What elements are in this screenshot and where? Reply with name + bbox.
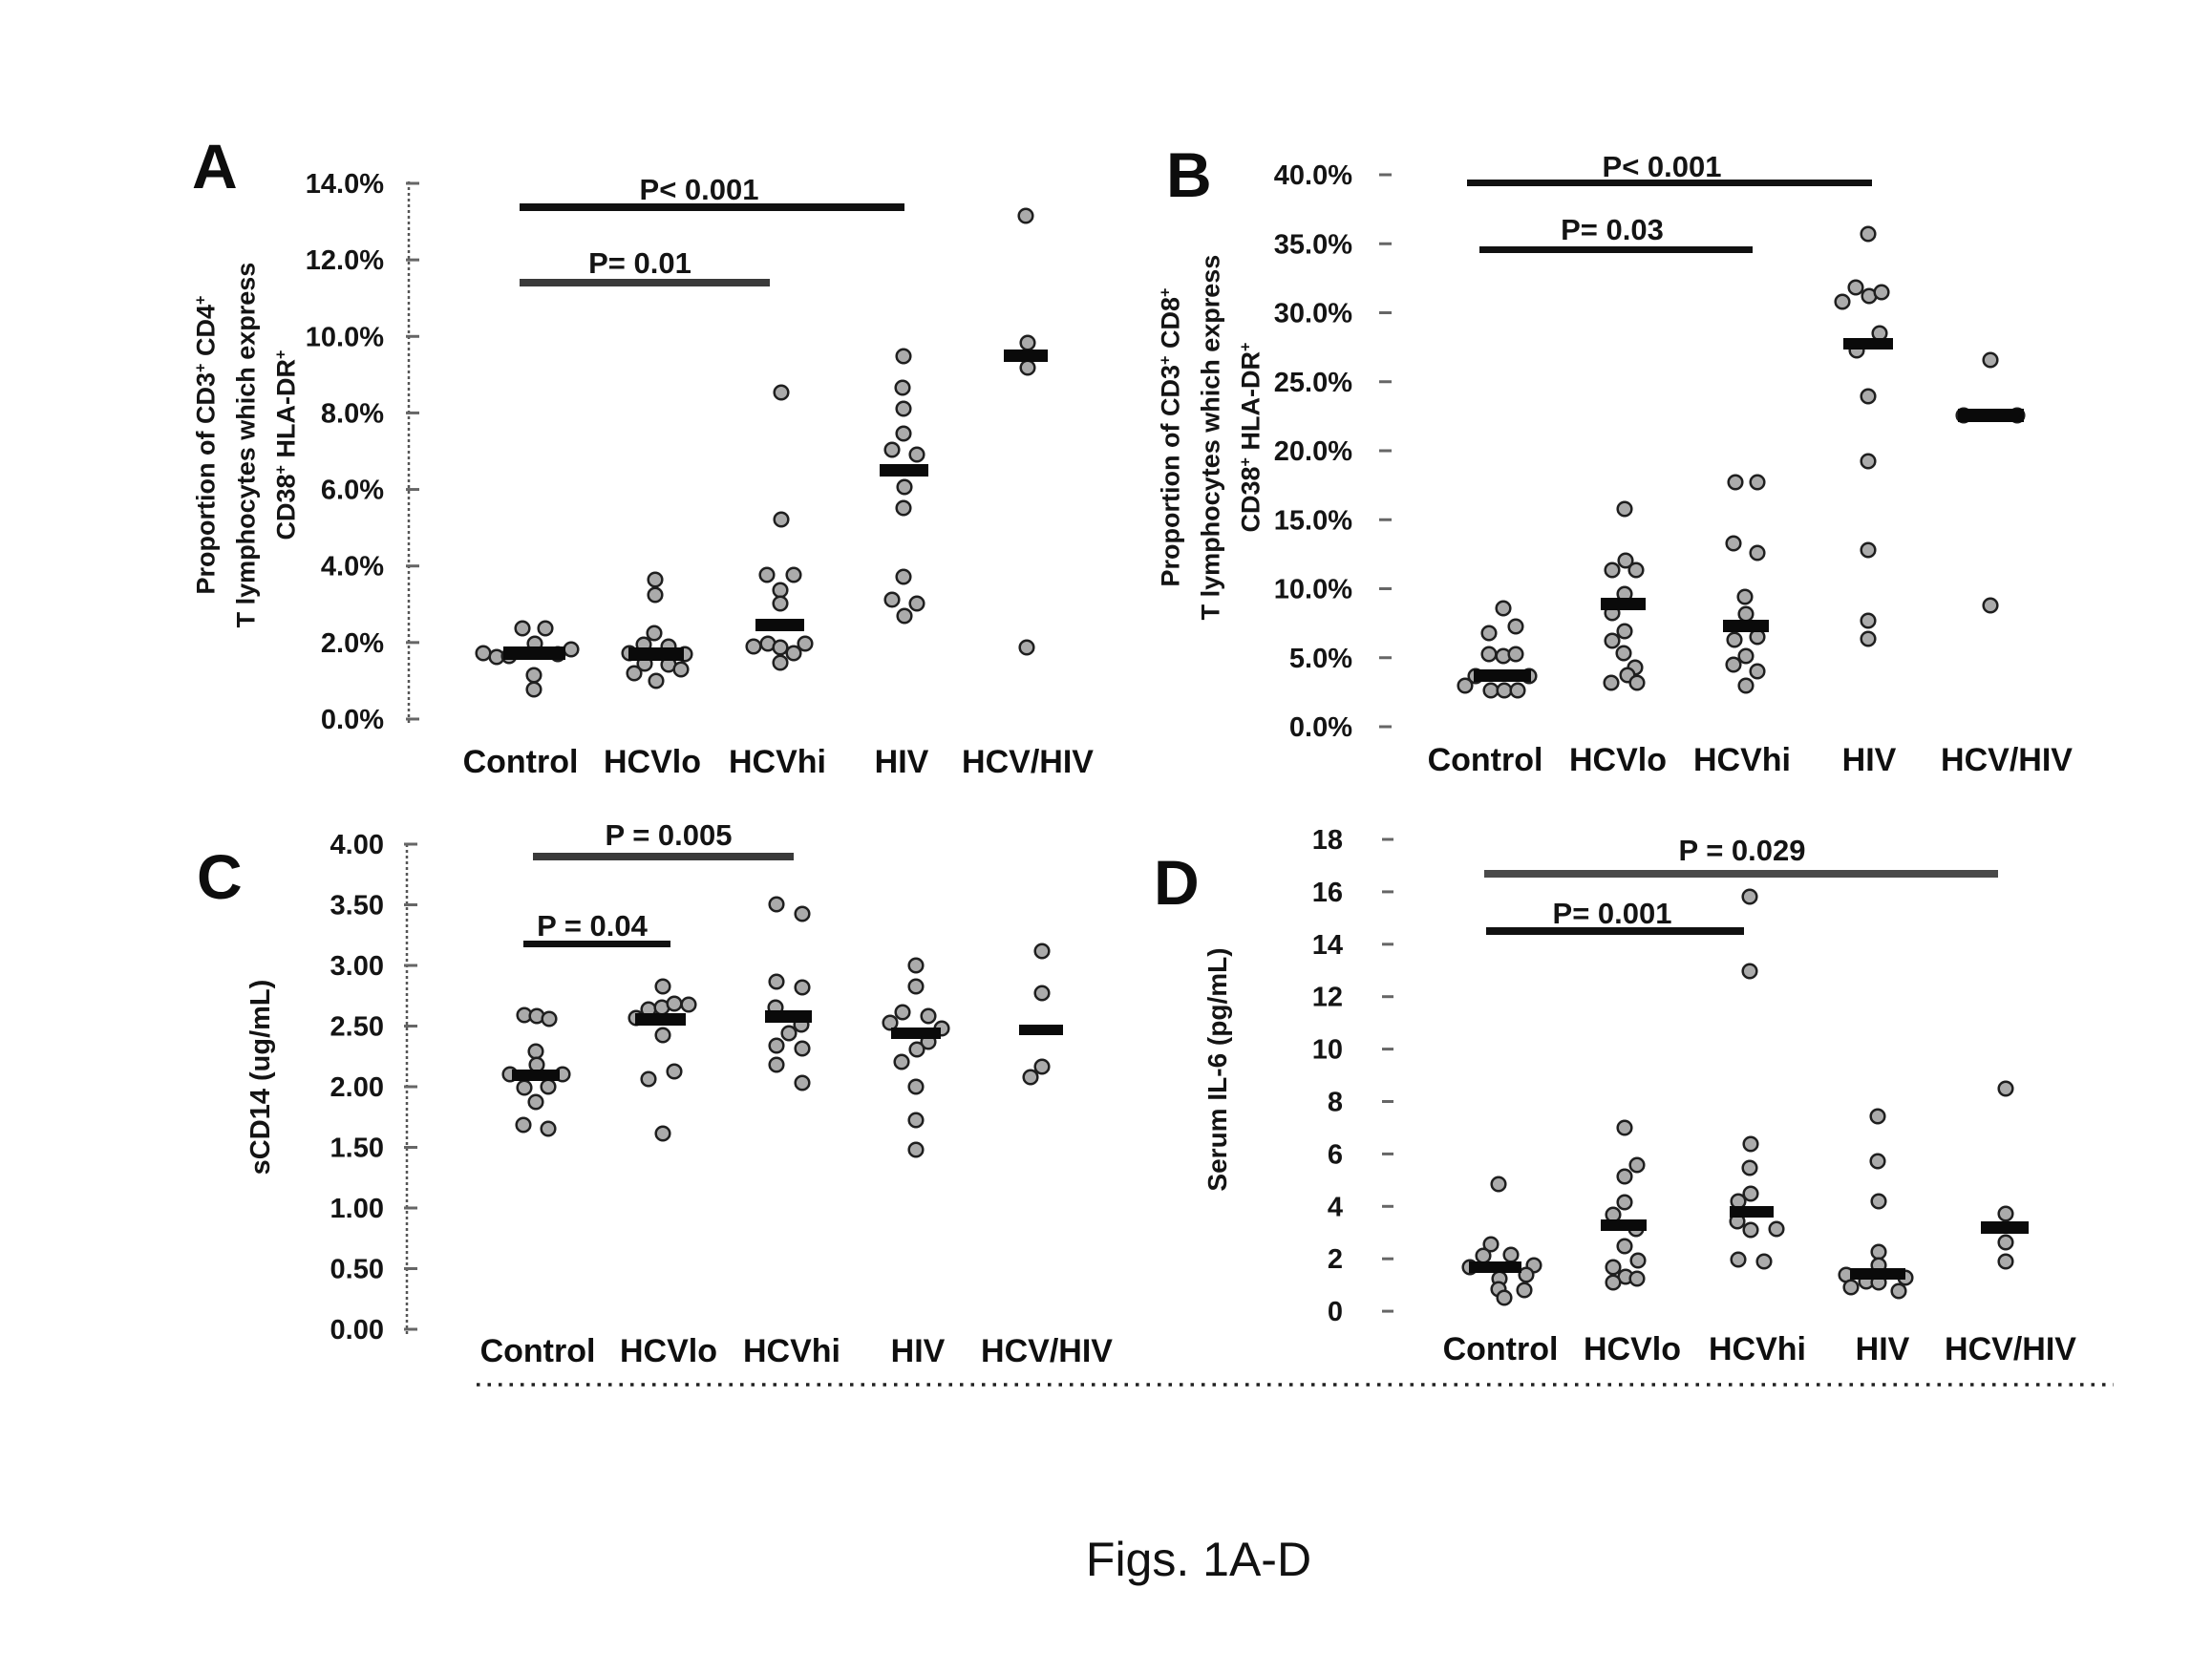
svg-text:P = 0.029: P = 0.029 [1678, 834, 1805, 867]
svg-text:40.0%: 40.0% [1274, 160, 1352, 191]
svg-text:HCV/HIV: HCV/HIV [981, 1333, 1113, 1369]
svg-text:0.0%: 0.0% [321, 705, 384, 735]
svg-text:0.50: 0.50 [330, 1255, 384, 1285]
svg-text:2.00: 2.00 [330, 1072, 384, 1103]
svg-text:4: 4 [1328, 1192, 1343, 1222]
svg-text:D: D [1154, 847, 1200, 918]
svg-text:HCVhi: HCVhi [729, 744, 826, 780]
svg-text:0: 0 [1328, 1297, 1343, 1327]
svg-text:Proportion of CD3+ CD4+: Proportion of CD3+ CD4+ [191, 296, 220, 595]
svg-text:25.0%: 25.0% [1274, 368, 1352, 398]
svg-text:20.0%: 20.0% [1274, 436, 1352, 467]
svg-text:Serum IL-6 (pg/mL): Serum IL-6 (pg/mL) [1202, 947, 1232, 1191]
svg-text:P< 0.001: P< 0.001 [640, 173, 759, 206]
svg-text:6.0%: 6.0% [321, 476, 384, 506]
svg-text:P= 0.01: P= 0.01 [588, 246, 691, 280]
svg-text:sCD14 (ug/mL): sCD14 (ug/mL) [245, 980, 276, 1176]
svg-text:HCV/HIV: HCV/HIV [1945, 1331, 2076, 1367]
svg-text:16: 16 [1312, 878, 1343, 908]
svg-text:6: 6 [1328, 1139, 1343, 1170]
svg-text:HCVlo: HCVlo [620, 1333, 717, 1369]
svg-text:HCV/HIV: HCV/HIV [962, 744, 1094, 780]
svg-text:HCVlo: HCVlo [1569, 742, 1667, 778]
svg-text:0.00: 0.00 [330, 1315, 384, 1346]
svg-text:P= 0.03: P= 0.03 [1561, 213, 1664, 246]
svg-text:HCVhi: HCVhi [1709, 1331, 1806, 1367]
svg-text:HCVhi: HCVhi [743, 1333, 840, 1369]
svg-text:14: 14 [1312, 930, 1343, 961]
svg-text:1.50: 1.50 [330, 1134, 384, 1164]
svg-text:Control: Control [1443, 1331, 1559, 1367]
svg-text:2.0%: 2.0% [321, 628, 384, 659]
svg-text:Figs. 1A-D: Figs. 1A-D [1086, 1533, 1311, 1586]
svg-text:10.0%: 10.0% [1274, 575, 1352, 605]
svg-text:Control: Control [480, 1333, 596, 1369]
svg-text:P = 0.04: P = 0.04 [537, 909, 649, 943]
svg-text:12: 12 [1312, 983, 1343, 1013]
svg-text:HIV: HIV [1856, 1331, 1910, 1367]
svg-text:2: 2 [1328, 1244, 1343, 1275]
svg-text:10: 10 [1312, 1035, 1343, 1066]
svg-text:8.0%: 8.0% [321, 398, 384, 429]
svg-text:HCVlo: HCVlo [604, 744, 701, 780]
svg-text:18: 18 [1312, 825, 1343, 856]
svg-text:A: A [192, 131, 238, 201]
svg-text:8: 8 [1328, 1088, 1343, 1118]
svg-text:Proportion of CD3+ CD8+: Proportion of CD3+ CD8+ [1156, 288, 1184, 587]
svg-text:HIV: HIV [875, 744, 929, 780]
svg-text:HCVlo: HCVlo [1584, 1331, 1681, 1367]
svg-text:4.0%: 4.0% [321, 552, 384, 583]
svg-text:35.0%: 35.0% [1274, 229, 1352, 260]
svg-text:CD38+ HLA-DR+: CD38+ HLA-DR+ [1236, 343, 1265, 533]
svg-text:30.0%: 30.0% [1274, 299, 1352, 329]
svg-text:3.00: 3.00 [330, 951, 384, 982]
svg-text:5.0%: 5.0% [1289, 644, 1352, 674]
svg-text:P< 0.001: P< 0.001 [1603, 150, 1722, 183]
svg-text:HIV: HIV [891, 1333, 946, 1369]
svg-text:HIV: HIV [1842, 742, 1897, 778]
svg-text:0.0%: 0.0% [1289, 712, 1352, 743]
svg-text:B: B [1166, 139, 1212, 210]
svg-text:P = 0.005: P = 0.005 [605, 818, 732, 852]
svg-text:15.0%: 15.0% [1274, 505, 1352, 536]
svg-text:T lymphocytes which express: T lymphocytes which express [231, 263, 260, 628]
svg-text:P= 0.001: P= 0.001 [1553, 897, 1672, 930]
svg-text:10.0%: 10.0% [306, 322, 384, 352]
svg-text:3.50: 3.50 [330, 891, 384, 922]
svg-text:4.00: 4.00 [330, 830, 384, 860]
svg-text:HCV/HIV: HCV/HIV [1941, 742, 2073, 778]
svg-text:T lymphocytes which express: T lymphocytes which express [1196, 255, 1224, 621]
svg-text:2.50: 2.50 [330, 1012, 384, 1043]
svg-text:1.00: 1.00 [330, 1194, 384, 1224]
svg-text:HCVhi: HCVhi [1693, 742, 1791, 778]
svg-text:Control: Control [1428, 742, 1543, 778]
svg-text:CD38+ HLA-DR+: CD38+ HLA-DR+ [272, 350, 301, 540]
svg-text:14.0%: 14.0% [306, 169, 384, 200]
svg-text:12.0%: 12.0% [306, 245, 384, 276]
svg-text:Control: Control [463, 744, 579, 780]
svg-text:C: C [197, 841, 243, 912]
